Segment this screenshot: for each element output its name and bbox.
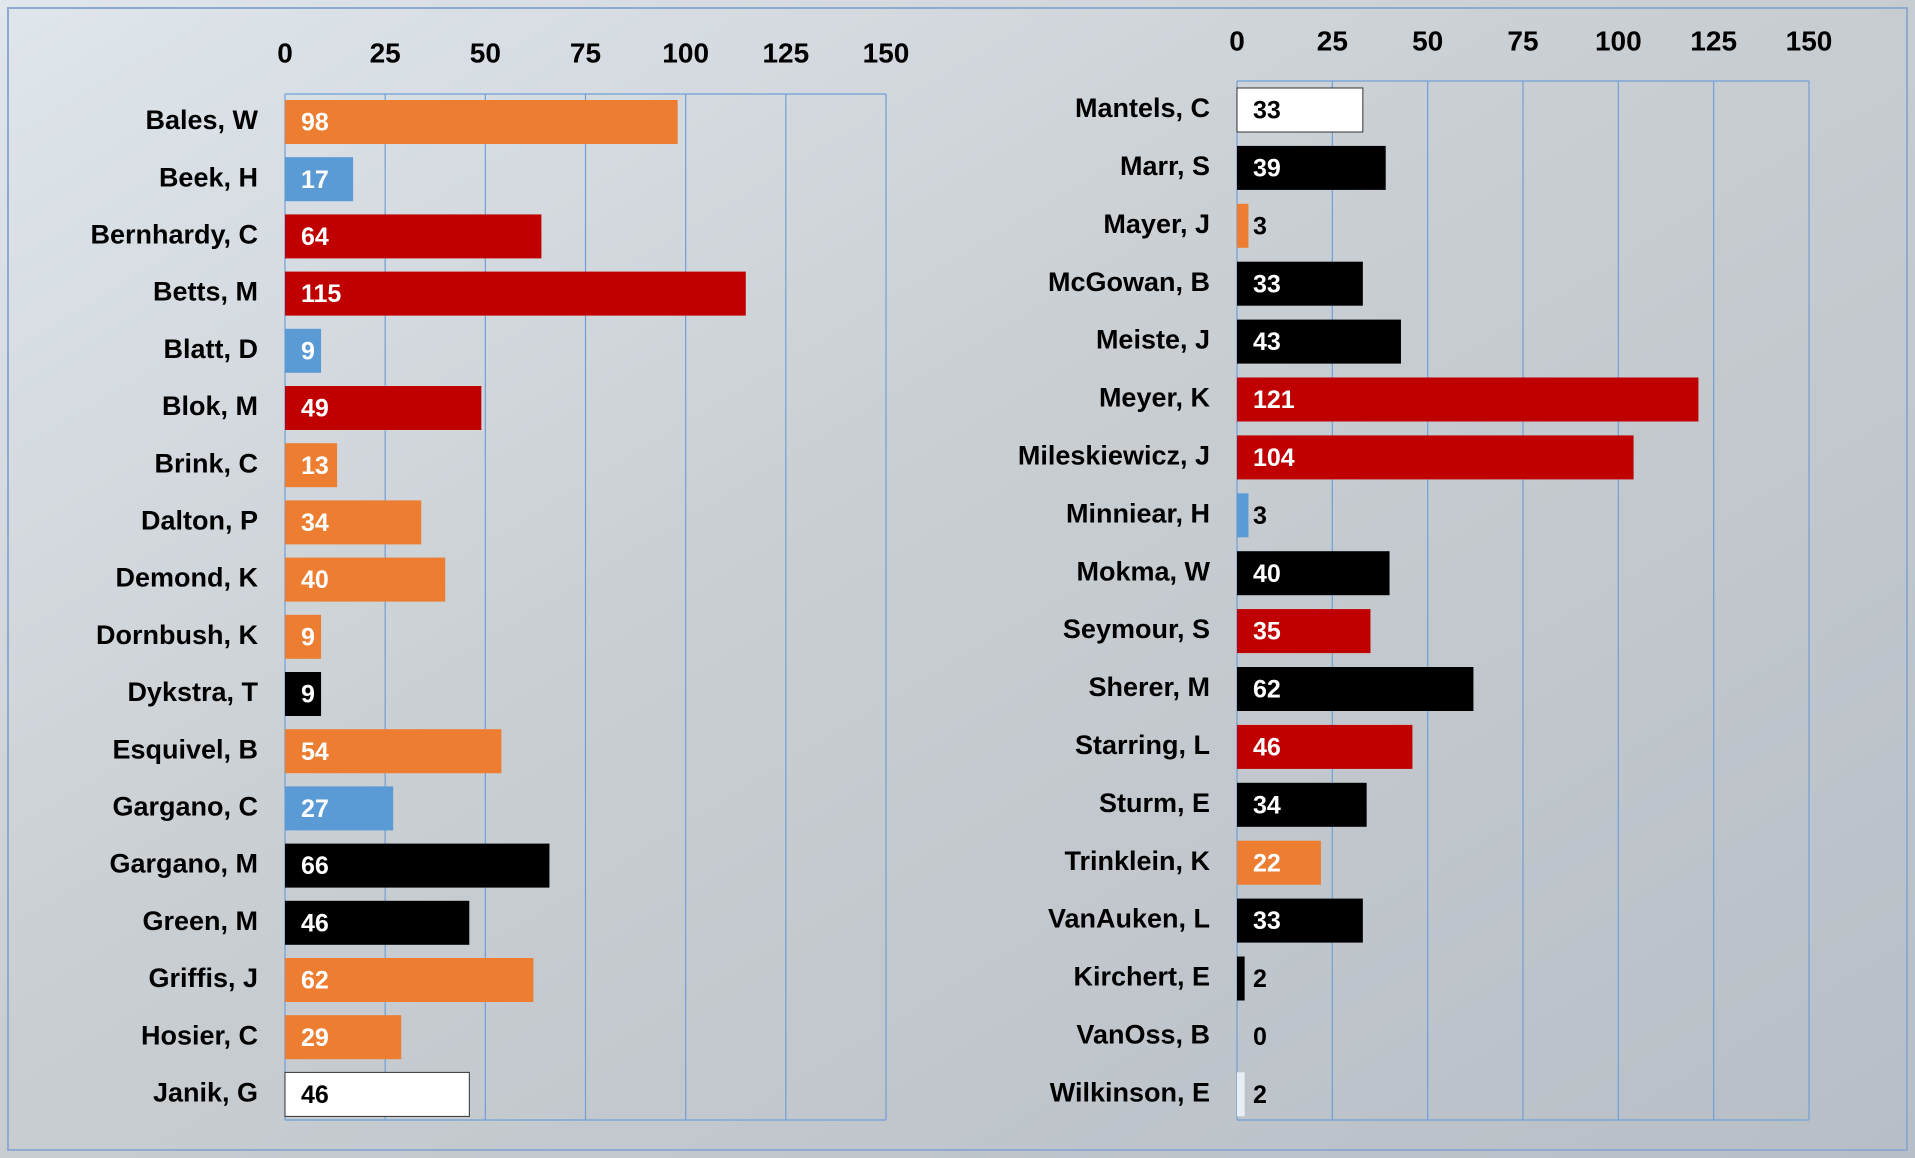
data-label: 40 bbox=[1253, 560, 1281, 588]
y-tick-label: Starring, L bbox=[1075, 730, 1210, 760]
y-tick-label: Minniear, H bbox=[1066, 498, 1210, 528]
bar bbox=[285, 272, 746, 316]
y-tick-label: Mokma, W bbox=[1076, 556, 1210, 586]
bar bbox=[285, 100, 678, 144]
data-label: 3 bbox=[1253, 212, 1267, 240]
x-tick-label: 0 bbox=[1229, 25, 1245, 56]
data-label: 104 bbox=[1253, 444, 1295, 472]
y-tick-label: Wilkinson, E bbox=[1050, 1077, 1210, 1107]
data-label: 22 bbox=[1253, 849, 1281, 877]
y-tick-label: Dornbush, K bbox=[96, 620, 258, 650]
y-tick-label: Beek, H bbox=[159, 162, 258, 192]
data-label: 54 bbox=[301, 738, 329, 766]
y-tick-label: Green, M bbox=[142, 906, 258, 936]
x-tick-label: 50 bbox=[470, 37, 501, 68]
y-tick-label: Griffis, J bbox=[148, 963, 258, 993]
y-tick-label: VanAuken, L bbox=[1048, 904, 1210, 934]
data-label: 0 bbox=[1253, 1023, 1267, 1051]
chart: 0 25 50 75 100 125 150 Bales, W 98 Beek, H 17 Bernh… bbox=[0, 0, 1915, 1158]
y-tick-label: Blatt, D bbox=[164, 334, 259, 364]
data-label: 27 bbox=[301, 795, 329, 823]
x-tick-label: 150 bbox=[863, 37, 910, 68]
y-tick-label: Gargano, M bbox=[109, 849, 258, 879]
y-tick-label: Meyer, K bbox=[1099, 383, 1211, 413]
x-tick-label: 25 bbox=[370, 37, 401, 68]
data-label: 35 bbox=[1253, 618, 1281, 646]
bar bbox=[1237, 1072, 1245, 1116]
y-tick-label: Esquivel, B bbox=[112, 734, 258, 764]
y-tick-label: Bernhardy, C bbox=[90, 220, 258, 250]
y-tick-label: Demond, K bbox=[115, 563, 258, 593]
y-tick-label: McGowan, B bbox=[1048, 267, 1210, 297]
y-tick-label: Meiste, J bbox=[1096, 325, 1210, 355]
data-label: 3 bbox=[1253, 502, 1267, 530]
bar bbox=[1237, 493, 1248, 537]
bar bbox=[1237, 378, 1698, 422]
data-label: 2 bbox=[1253, 1081, 1267, 1109]
x-tick-label: 100 bbox=[662, 37, 709, 68]
data-label: 17 bbox=[301, 166, 329, 194]
data-label: 64 bbox=[301, 223, 329, 251]
x-tick-label: 150 bbox=[1786, 25, 1833, 56]
bar bbox=[1237, 204, 1248, 248]
y-tick-label: Dalton, P bbox=[141, 506, 258, 536]
bar bbox=[1237, 435, 1634, 479]
bar bbox=[1237, 957, 1245, 1001]
y-tick-label: Kirchert, E bbox=[1073, 962, 1210, 992]
data-label: 33 bbox=[1253, 97, 1281, 125]
data-label: 39 bbox=[1253, 155, 1281, 183]
y-tick-label: Sturm, E bbox=[1099, 788, 1210, 818]
data-label: 46 bbox=[1253, 734, 1281, 762]
data-label: 34 bbox=[301, 509, 329, 537]
data-label: 29 bbox=[301, 1024, 329, 1052]
y-tick-label: Marr, S bbox=[1120, 151, 1210, 181]
data-label: 62 bbox=[301, 967, 329, 995]
data-label: 2 bbox=[1253, 965, 1267, 993]
data-label: 46 bbox=[301, 1081, 329, 1109]
page: 0 25 50 75 100 125 150 Bales, W 98 Beek, H 17 Bernh… bbox=[0, 0, 1915, 1158]
y-tick-label: Blok, M bbox=[162, 391, 258, 421]
y-tick-label: Hosier, C bbox=[141, 1020, 258, 1050]
data-label: 43 bbox=[1253, 328, 1281, 356]
y-tick-label: VanOss, B bbox=[1076, 1020, 1210, 1050]
data-label: 98 bbox=[301, 109, 329, 137]
y-tick-label: Mileskiewicz, J bbox=[1018, 441, 1210, 471]
y-tick-label: Mantels, C bbox=[1075, 93, 1210, 123]
data-label: 33 bbox=[1253, 907, 1281, 935]
data-label: 13 bbox=[301, 452, 329, 480]
x-tick-label: 100 bbox=[1595, 25, 1642, 56]
data-label: 62 bbox=[1253, 676, 1281, 704]
y-tick-label: Sherer, M bbox=[1088, 672, 1210, 702]
x-tick-label: 125 bbox=[1690, 25, 1737, 56]
x-tick-label: 125 bbox=[762, 37, 809, 68]
y-tick-label: Mayer, J bbox=[1103, 209, 1210, 239]
y-tick-label: Brink, C bbox=[154, 448, 258, 478]
data-label: 121 bbox=[1253, 386, 1295, 414]
data-label: 66 bbox=[301, 852, 329, 880]
x-tick-label: 25 bbox=[1317, 25, 1348, 56]
data-label: 33 bbox=[1253, 270, 1281, 298]
data-label: 49 bbox=[301, 395, 329, 423]
data-label: 34 bbox=[1253, 791, 1281, 819]
data-label: 46 bbox=[301, 909, 329, 937]
y-tick-label: Betts, M bbox=[153, 277, 258, 307]
y-tick-label: Dykstra, T bbox=[127, 677, 258, 707]
data-label: 115 bbox=[301, 280, 341, 308]
y-tick-label: Gargano, C bbox=[112, 792, 258, 822]
y-tick-label: Janik, G bbox=[153, 1078, 258, 1108]
x-tick-label: 50 bbox=[1412, 25, 1443, 56]
data-label: 40 bbox=[301, 566, 329, 594]
x-tick-label: 75 bbox=[1507, 25, 1538, 56]
y-tick-label: Seymour, S bbox=[1063, 614, 1210, 644]
x-tick-label: 0 bbox=[277, 37, 293, 68]
x-tick-label: 75 bbox=[570, 37, 601, 68]
data-label: 9 bbox=[301, 623, 315, 651]
data-label: 9 bbox=[301, 337, 315, 365]
y-tick-label: Bales, W bbox=[145, 105, 258, 135]
y-tick-label: Trinklein, K bbox=[1064, 846, 1210, 876]
data-label: 9 bbox=[301, 681, 315, 709]
